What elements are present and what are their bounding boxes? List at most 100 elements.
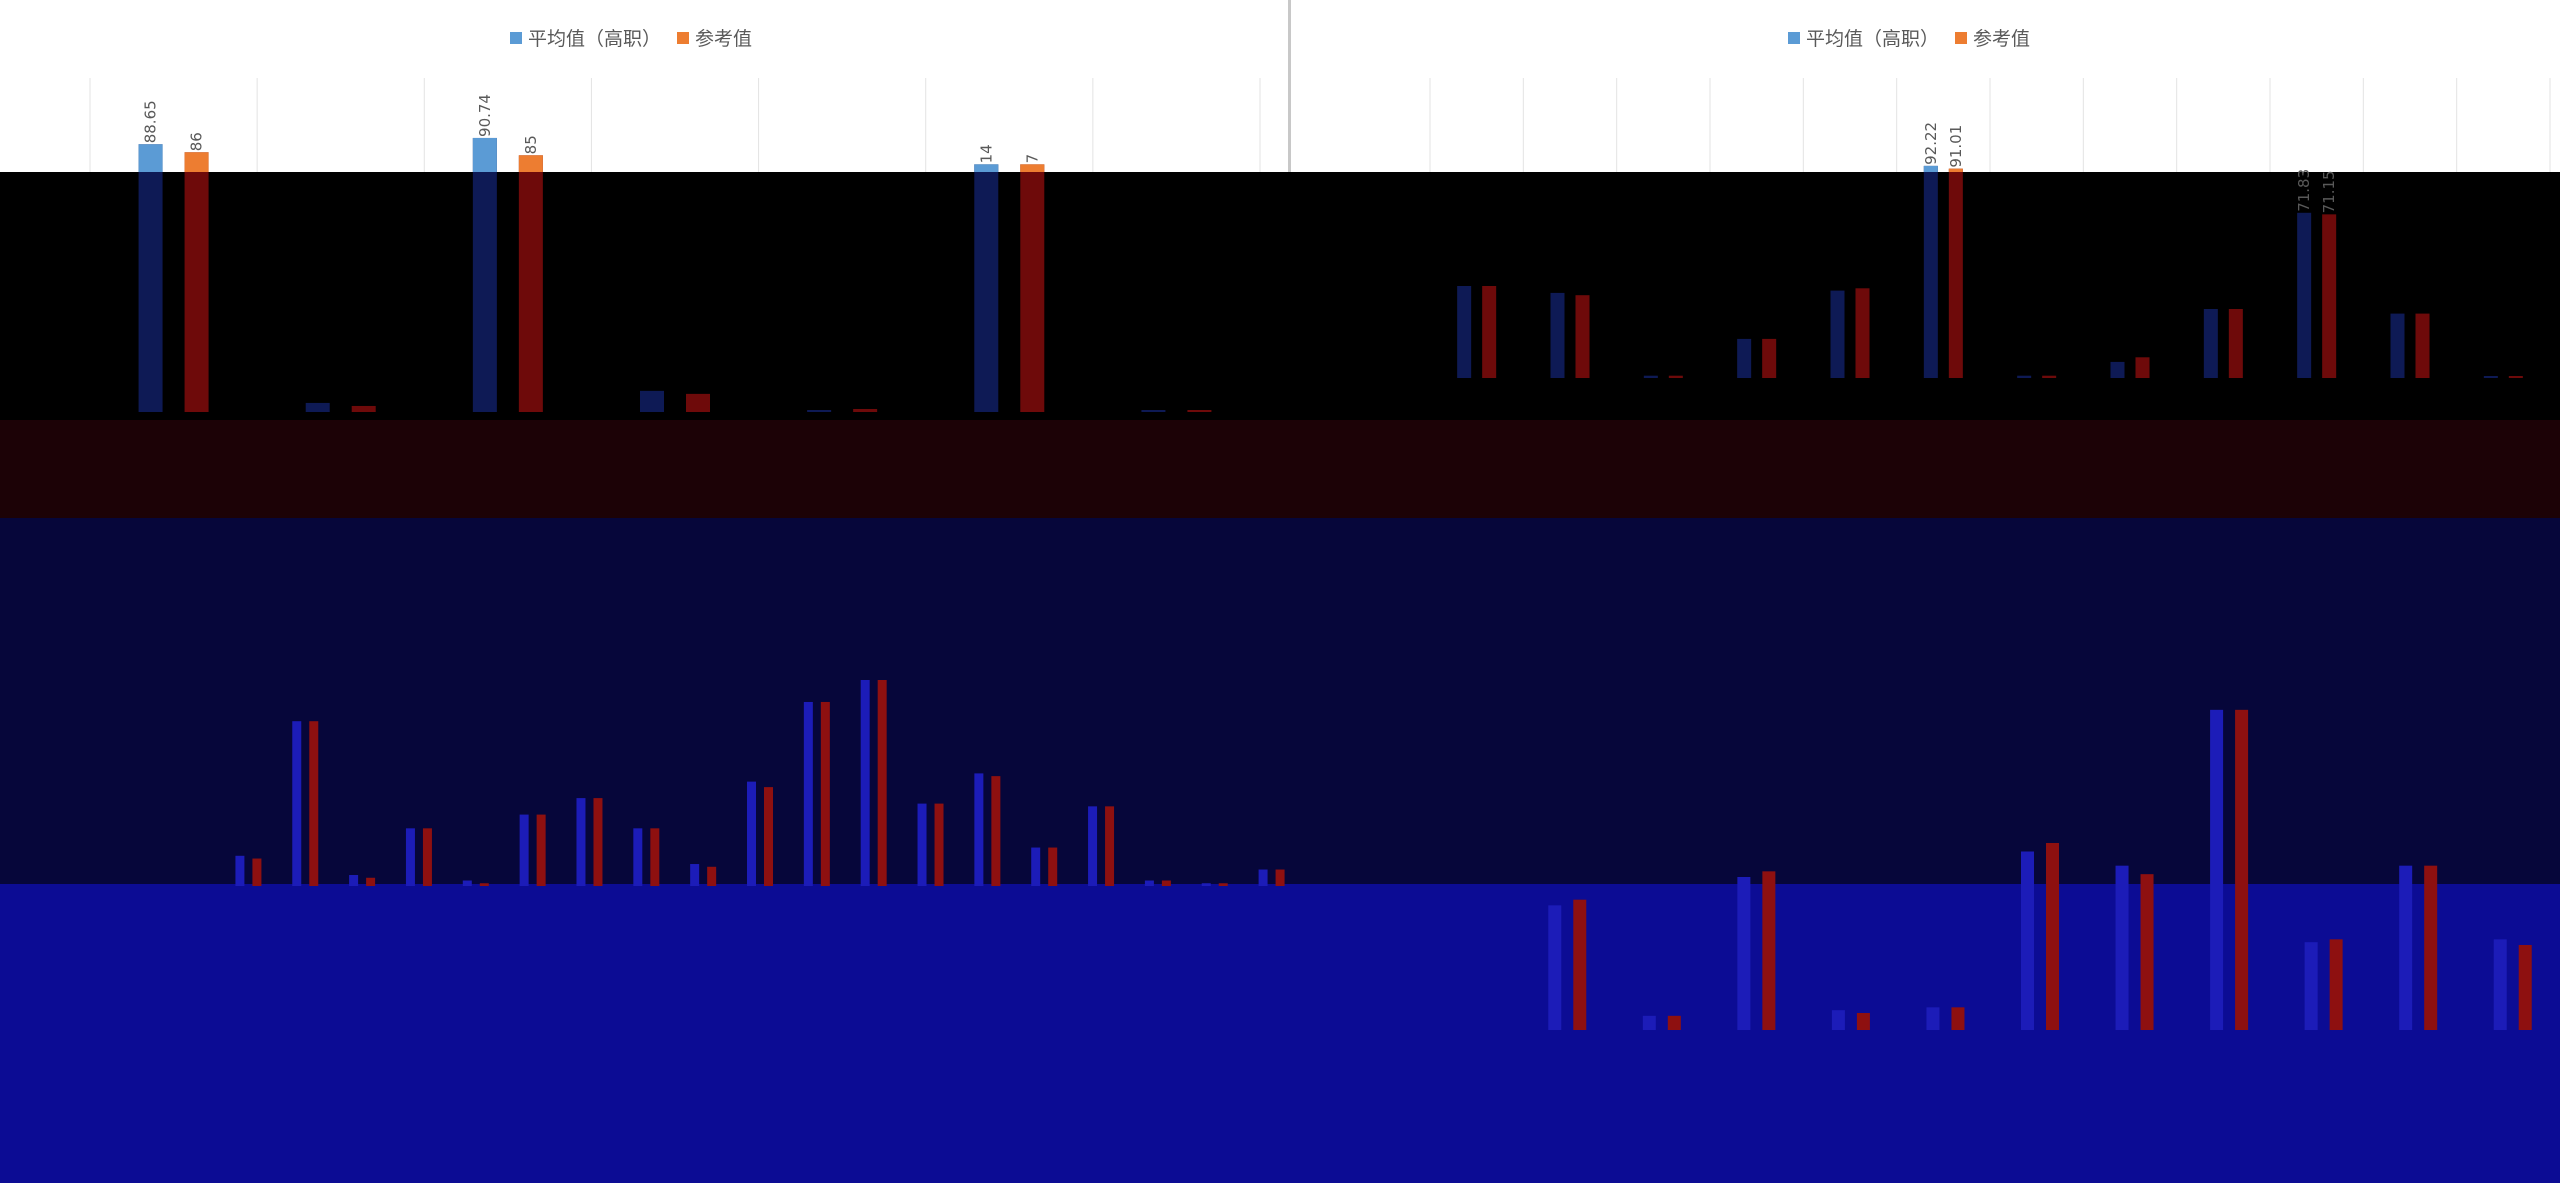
legend-label-reference: 参考值 [1973,28,2031,50]
bar-chart1-series1-2 [472,137,497,412]
bar-chart3-series2-16 [1161,880,1171,886]
legend-swatch-average [510,31,522,44]
bar-chart4-series1-10 [2493,939,2507,1030]
bar-chart3-series2-12 [934,803,944,886]
bar-chart3-series2-0 [252,858,262,886]
data-label: 85 [522,135,540,154]
bar-chart4-series1-8 [2304,942,2318,1030]
bar-chart3-series1-3 [405,828,415,886]
bar-chart3-series2-2 [366,877,376,886]
data-label: 88.65 [142,100,160,143]
bar-chart3-series1-11 [860,680,870,886]
data-label: 14 [977,144,995,163]
bar-chart3-series1-9 [747,781,756,886]
data-label: 86 [188,132,206,151]
legend-label-average: 平均值（高职） [1806,28,1940,50]
bar-chart2-series2-2 [1668,375,1683,378]
bar-chart2-series2-0 [1482,286,1497,378]
bar-chart3-series2-10 [820,701,830,886]
bar-chart3-series2-11 [877,680,887,886]
bar-chart3-series1-5 [519,814,529,886]
bar-chart3-series1-1 [292,721,302,886]
bar-chart4-series2-7 [2235,709,2249,1030]
bar-chart4-series2-2 [1762,871,1776,1030]
bar-chart2-series1-2 [1643,375,1658,378]
bar-chart2-series2-9 [2322,214,2337,378]
bar-chart4-series2-1 [1667,1015,1681,1030]
bar-top-chart2-series1-5 [1923,165,1938,172]
bar-chart4-series2-10 [2518,945,2532,1030]
axis-label-strip [0,420,2560,518]
bar-chart1-series2-3 [686,393,710,412]
data-label: 91.01 [1947,125,1965,168]
bar-chart4-series1-4 [1926,1007,1940,1030]
bar-chart2-series2-10 [2415,313,2430,378]
bar-chart3-series2-15 [1105,806,1115,886]
chart-divider [1288,0,1291,172]
bar-chart1-series1-1 [305,402,330,412]
bar-chart1-series2-6 [1187,410,1212,412]
bar-chart3-series2-4 [479,883,489,886]
bar-chart2-series1-7 [2110,361,2125,378]
bar-chart2-series1-11 [2483,376,2498,378]
bar-chart3-series2-17 [1218,883,1228,886]
bar-chart2-series2-7 [2135,357,2150,378]
bar-chart3-series1-13 [974,773,984,886]
data-label: 71.15 [2320,170,2338,213]
bar-top-chart1-series2-5 [1020,164,1045,172]
bar-chart2-series2-8 [2228,309,2243,378]
bar-chart1-series2-5 [1020,164,1045,412]
bar-chart3-series2-8 [707,866,717,886]
bar-chart4-series2-3 [1856,1013,1870,1030]
bar-chart2-series1-4 [1830,290,1845,378]
bar-chart2-series1-1 [1550,292,1565,378]
bar-chart4-series2-4 [1951,1007,1965,1030]
bar-top-chart1-series2-2 [518,155,543,172]
bar-chart3-series2-13 [991,776,1001,886]
bar-chart3-series1-15 [1088,806,1098,886]
bar-chart2-series2-6 [2042,375,2057,378]
bar-chart4-series1-2 [1737,877,1751,1030]
bar-chart2-series1-0 [1457,286,1472,378]
bar-chart4-series2-0 [1573,899,1587,1030]
bar-chart2-series1-10 [2390,313,2405,378]
legend-chart-2: 平均值（高职） 参考值 [1788,24,2030,51]
bar-chart3-series1-4 [462,880,472,886]
bar-chart2-series2-11 [2508,376,2523,378]
bar-chart3-series1-7 [633,828,643,886]
bar-chart3-series1-10 [803,701,813,886]
bar-chart1-series2-4 [853,408,878,412]
bar-chart1-series1-5 [974,164,999,412]
bar-chart4-series2-9 [2424,865,2438,1030]
legend-chart-1: 平均值（高职） 参考值 [510,24,752,51]
bar-chart3-series2-1 [309,721,319,886]
bar-chart2-series1-8 [2203,309,2218,378]
bar-top-chart1-series1-0 [138,144,163,172]
bar-chart1-series2-0 [184,152,209,412]
legend-label-reference: 参考值 [695,28,753,50]
bar-chart1-series1-0 [138,144,163,413]
bar-chart3-series1-12 [917,803,927,886]
bar-top-chart2-series2-5 [1948,168,1963,172]
bar-chart3-series2-7 [650,828,660,886]
bar-chart4-series2-6 [2140,874,2154,1030]
legend-swatch-average [1788,31,1800,44]
bar-chart1-series1-4 [807,410,832,412]
bar-chart4-series1-7 [2210,709,2224,1030]
bar-chart3-series2-14 [1048,847,1058,886]
data-label: 7 [1023,154,1041,164]
bar-chart2-series1-6 [2017,375,2032,378]
chart-area-navy [0,518,2560,884]
chart-area-top [0,0,2560,172]
bar-chart2-series2-3 [1762,338,1777,378]
bar-top-chart1-series1-5 [974,164,999,172]
bar-chart3-series1-17 [1201,883,1211,886]
bar-chart4-series1-0 [1548,905,1562,1030]
bar-chart3-series2-6 [593,798,603,886]
data-label: 92.22 [1922,122,1940,165]
bar-chart4-series1-6 [2115,865,2129,1030]
data-label: 90.74 [476,94,494,137]
legend-swatch-reference [1955,31,1968,44]
bar-chart2-series2-4 [1855,288,1870,378]
